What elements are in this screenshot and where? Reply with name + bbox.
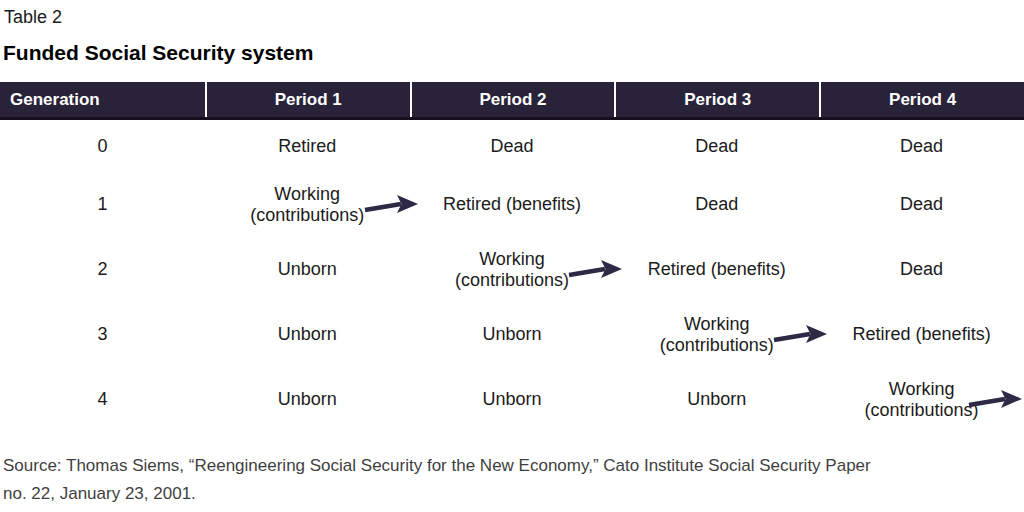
generation-cell: 0 [0,120,205,172]
status-cell: Working(contributions) [819,367,1024,432]
status-cell: Retired (benefits) [410,172,615,237]
status-cell-line: (contributions) [660,335,774,356]
generation-cell: 3 [0,302,205,367]
status-cell: Retired (benefits) [819,302,1024,367]
column-header: Period 2 [410,82,615,117]
table-row: 3UnbornUnbornWorking(contributions)Retir… [0,302,1024,367]
generation-cell: 4 [0,367,205,432]
table-row: 0RetiredDeadDeadDead [0,120,1024,172]
status-cell-line: (contributions) [455,270,569,291]
column-header: Period 4 [819,82,1024,117]
source-citation-line: Source: Thomas Siems, “Reengineering Soc… [3,452,871,480]
table-row: 2UnbornWorking(contributions)Retired (be… [0,237,1024,302]
status-cell: Dead [410,120,615,172]
status-cell: Working(contributions) [410,237,615,302]
column-header: Period 1 [205,82,410,117]
status-cell-line: Working [889,379,955,400]
table-title: Funded Social Security system [3,41,313,65]
status-cell: Working(contributions) [614,302,819,367]
table-header-row: GenerationPeriod 1Period 2Period 3Period… [0,82,1024,120]
status-cell: Unborn [205,237,410,302]
table-body: 0RetiredDeadDeadDead1Working(contributio… [0,120,1024,432]
status-cell: Unborn [614,367,819,432]
funded-social-security-table: GenerationPeriod 1Period 2Period 3Period… [0,82,1024,432]
status-cell: Dead [819,120,1024,172]
status-cell-line: Working [479,249,545,270]
status-cell-line: (contributions) [250,205,364,226]
table-number-label: Table 2 [4,7,62,28]
status-cell: Dead [614,120,819,172]
table-row: 1Working(contributions)Retired (benefits… [0,172,1024,237]
column-header: Period 3 [614,82,819,117]
status-cell: Unborn [410,367,615,432]
table-row: 4UnbornUnbornUnbornWorking(contributions… [0,367,1024,432]
status-cell: Unborn [410,302,615,367]
generation-cell: 1 [0,172,205,237]
status-cell: Retired [205,120,410,172]
document-page: Table 2 Funded Social Security system Ge… [0,0,1024,512]
status-cell: Unborn [205,367,410,432]
source-citation-line: no. 22, January 23, 2001. [3,480,871,508]
column-header: Generation [0,82,205,117]
status-cell: Working(contributions) [205,172,410,237]
status-cell-line: Working [274,184,340,205]
status-cell: Dead [819,237,1024,302]
source-citation: Source: Thomas Siems, “Reengineering Soc… [3,452,871,508]
status-cell: Unborn [205,302,410,367]
status-cell: Dead [819,172,1024,237]
status-cell: Dead [614,172,819,237]
status-cell-line: (contributions) [865,400,979,421]
status-cell-line: Working [684,314,750,335]
status-cell: Retired (benefits) [614,237,819,302]
generation-cell: 2 [0,237,205,302]
